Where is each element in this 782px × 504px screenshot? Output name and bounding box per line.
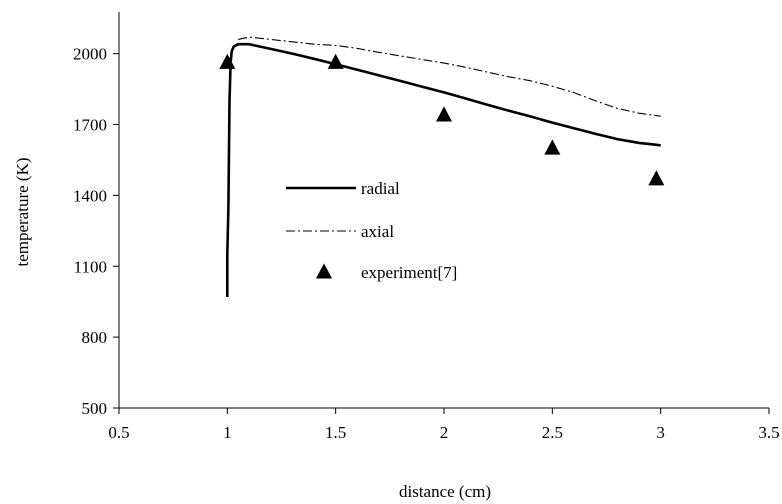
experiment-point <box>648 170 665 186</box>
y-tick-label: 1400 <box>73 186 107 205</box>
legend-label: axial <box>361 222 394 241</box>
y-tick-label: 500 <box>82 399 108 418</box>
y-tick-label: 2000 <box>73 45 107 64</box>
legend: radial axial experiment[7] <box>286 179 457 282</box>
experiment-point <box>327 53 344 69</box>
x-tick-label: 1.5 <box>325 423 346 442</box>
x-tick-label: 1 <box>223 423 232 442</box>
x-tick-label: 3 <box>656 423 665 442</box>
y-tick-label: 1100 <box>74 257 107 276</box>
x-tick-label: 2.5 <box>542 423 563 442</box>
experiment-point <box>219 53 236 69</box>
y-tick-label: 800 <box>82 328 108 347</box>
experiment-point <box>436 106 452 122</box>
legend-swatch-triangle-icon <box>316 263 332 279</box>
experiment-markers <box>219 53 665 186</box>
axes: 0.5 1 1.5 2 2.5 3 3.5 500 800 1100 1400 1700 2000 <box>73 12 780 442</box>
x-tick-label: 2 <box>440 423 449 442</box>
y-tick-label: 1700 <box>73 116 107 135</box>
experiment-point <box>544 139 561 155</box>
legend-label: experiment[7] <box>361 263 457 282</box>
x-axis-title: distance (cm) <box>399 482 491 501</box>
x-tick-label: 3.5 <box>758 423 779 442</box>
y-axis-title: temperature (K) <box>13 157 32 266</box>
x-tick-label: 0.5 <box>108 423 129 442</box>
legend-label: radial <box>361 179 400 198</box>
series-line-axial <box>238 36 661 117</box>
plot-area <box>226 36 661 297</box>
series-line-radial <box>226 42 661 297</box>
